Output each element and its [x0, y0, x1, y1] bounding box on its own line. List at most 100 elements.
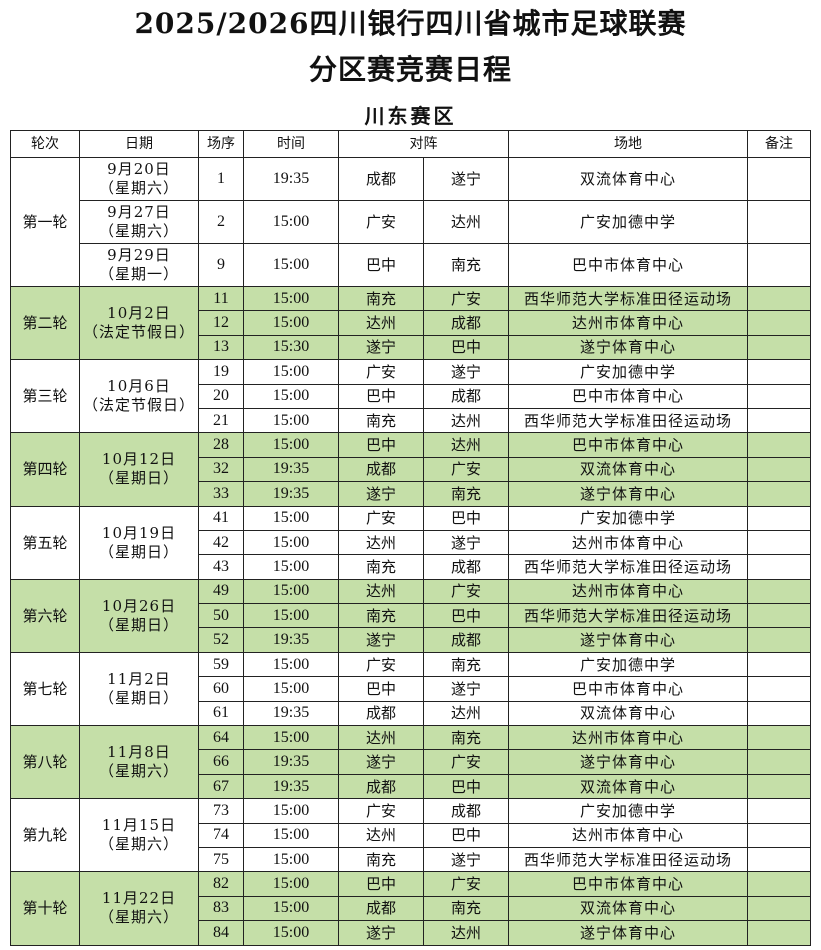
weekday-text: （星期六）: [98, 762, 179, 781]
match-no-cell: 32: [198, 456, 244, 483]
time-cell: 19:35: [243, 773, 339, 800]
away-team-cell: 南充: [423, 651, 509, 678]
time-cell: 19:35: [243, 456, 339, 483]
venue-cell: 巴中市体育中心: [508, 676, 748, 702]
header-match-no: 场序: [198, 130, 244, 158]
venue-cell: 达州市体育中心: [508, 725, 748, 751]
time-cell: 15:00: [243, 725, 339, 751]
round-cell: 第七轮: [10, 651, 80, 727]
weekday-text: （星期六）: [98, 222, 179, 240]
home-team-cell: 巴中: [338, 871, 424, 897]
table-row: 9月27日 （星期六） 2 15:00 广安 达州 广安加德中学: [11, 200, 811, 244]
date-text: 10月6日: [107, 377, 171, 396]
away-team-cell: 巴中: [423, 773, 509, 800]
venue-cell: 巴中市体育中心: [508, 243, 748, 287]
table-row: 50 15:00 南充 巴中 西华师范大学标准田径运动场: [11, 603, 811, 629]
match-no-cell: 13: [198, 334, 244, 361]
home-team-cell: 巴中: [338, 243, 424, 287]
away-team-cell: 巴中: [423, 822, 509, 848]
notes-cell: [747, 822, 811, 848]
venue-cell: 双流体育中心: [508, 700, 748, 727]
date-text: 10月19日: [101, 523, 177, 542]
home-team-cell: 成都: [338, 700, 424, 727]
venue-cell: 双流体育中心: [508, 773, 748, 800]
home-team-cell: 遂宁: [338, 481, 424, 507]
notes-cell: [747, 578, 811, 605]
home-team-cell: 遂宁: [338, 920, 424, 946]
table-row: 第八轮 11月8日 （星期六） 64 15:00 达州 南充 达州市体育中心: [10, 725, 811, 800]
away-team-cell: 达州: [423, 407, 509, 434]
weekday-text: （星期日）: [98, 469, 179, 488]
away-team-cell: 南充: [423, 725, 509, 751]
notes-cell: [747, 456, 811, 483]
weekday-text: （星期日）: [98, 615, 179, 634]
header-round: 轮次: [10, 130, 80, 158]
weekday-text: （星期一）: [98, 265, 179, 283]
away-team-cell: 达州: [423, 200, 509, 244]
match-no-cell: 50: [198, 603, 244, 629]
match-no-cell: 83: [198, 895, 244, 922]
venue-cell: 达州市体育中心: [508, 578, 748, 605]
notes-cell: [747, 505, 811, 531]
date-text: 11月22日: [101, 889, 177, 908]
away-team-cell: 遂宁: [423, 359, 509, 385]
time-cell: 15:00: [243, 895, 339, 922]
venue-cell: 西华师范大学标准田径运动场: [508, 407, 748, 434]
time-cell: 15:00: [243, 846, 339, 873]
time-cell: 15:00: [243, 920, 339, 946]
notes-cell: [747, 700, 811, 727]
table-row: 75 15:00 南充 遂宁 西华师范大学标准田径运动场: [11, 846, 811, 873]
venue-cell: 双流体育中心: [508, 895, 748, 922]
table-row: 20 15:00 巴中 成都 巴中市体育中心: [11, 383, 811, 409]
away-team-cell: 达州: [423, 432, 509, 458]
match-no-cell: 73: [198, 798, 244, 824]
weekday-text: （星期六）: [98, 179, 179, 197]
away-team-cell: 遂宁: [423, 529, 509, 556]
match-no-cell: 84: [198, 920, 244, 946]
venue-cell: 达州市体育中心: [508, 529, 748, 556]
table-row: 42 15:00 达州 遂宁 达州市体育中心: [11, 529, 811, 556]
notes-cell: [747, 846, 811, 873]
time-cell: 15:00: [243, 676, 339, 702]
table-row: 66 19:35 遂宁 广安 遂宁体育中心: [11, 749, 811, 775]
away-team-cell: 广安: [423, 871, 509, 897]
date-cell: 11月8日 （星期六）: [79, 725, 199, 800]
time-cell: 15:00: [243, 822, 339, 848]
table-row: 第二轮 10月2日 （法定节假日） 11 15:00 南充 广安 西华师范大学标准田径运动场: [10, 285, 811, 361]
home-team-cell: 南充: [338, 407, 424, 434]
venue-cell: 巴中市体育中心: [508, 432, 748, 458]
date-text: 10月2日: [107, 304, 171, 323]
table-row: 84 15:00 遂宁 达州 遂宁体育中心: [11, 920, 811, 946]
home-team-cell: 巴中: [338, 383, 424, 409]
away-team-cell: 南充: [423, 481, 509, 507]
document-title: 2025/2026四川银行四川省城市足球联赛: [134, 7, 687, 40]
table-row: 67 19:35 成都 巴中 双流体育中心: [11, 773, 811, 800]
venue-cell: 广安加德中学: [508, 651, 748, 678]
table-row: 21 15:00 南充 达州 西华师范大学标准田径运动场: [11, 407, 811, 434]
header-venue: 场地: [508, 130, 748, 158]
home-team-cell: 成都: [338, 895, 424, 922]
date-cell: 10月19日 （星期日）: [79, 505, 199, 580]
time-cell: 15:00: [243, 871, 339, 897]
date-cell: 9月27日 （星期六）: [79, 200, 199, 244]
venue-cell: 达州市体育中心: [508, 310, 748, 336]
home-team-cell: 成都: [338, 773, 424, 800]
venue-cell: 西华师范大学标准田径运动场: [508, 846, 748, 873]
away-team-cell: 达州: [423, 920, 509, 946]
match-no-cell: 2: [198, 200, 244, 244]
round-cell: 第十轮: [10, 871, 80, 946]
table-row: 33 19:35 遂宁 南充 遂宁体育中心: [11, 481, 811, 507]
time-cell: 15:00: [243, 359, 339, 385]
home-team-cell: 巴中: [338, 432, 424, 458]
notes-cell: [747, 798, 811, 824]
round-cell: 第三轮: [10, 359, 80, 434]
away-team-cell: 成都: [423, 798, 509, 824]
match-no-cell: 67: [198, 773, 244, 800]
header-time: 时间: [243, 130, 339, 158]
date-cell: 11月2日 （星期日）: [79, 651, 199, 727]
home-team-cell: 南充: [338, 603, 424, 629]
venue-cell: 巴中市体育中心: [508, 383, 748, 409]
date-text: 10月12日: [101, 450, 177, 469]
venue-cell: 遂宁体育中心: [508, 481, 748, 507]
away-team-cell: 成都: [423, 310, 509, 336]
